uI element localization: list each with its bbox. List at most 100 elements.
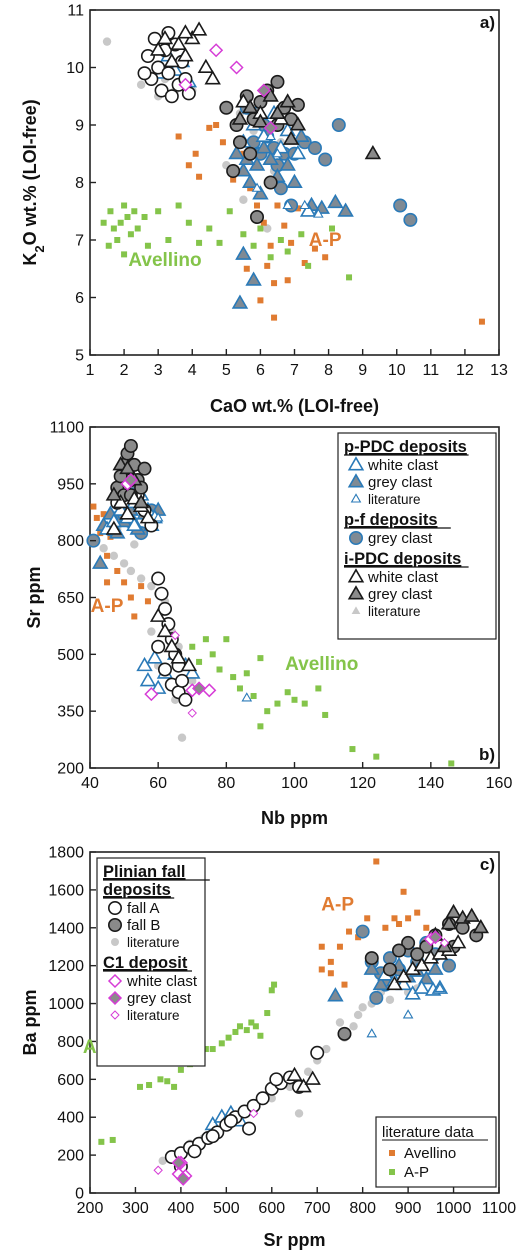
x-tick-label: 3 <box>154 362 163 379</box>
point-avellino_orange-14 <box>318 966 325 973</box>
y-axis-label: Ba ppm <box>20 989 40 1055</box>
legend-box <box>96 857 206 1067</box>
point-pdc_grey_clast-15 <box>231 294 249 309</box>
legend-marker <box>389 1169 395 1175</box>
x-tick-label: 140 <box>417 775 444 792</box>
point-pdc_lit_blue-1 <box>272 148 283 158</box>
x-tick-label: 2 <box>120 362 129 379</box>
point-ap_green-5 <box>164 1078 171 1085</box>
point-ap_green-13 <box>165 237 172 243</box>
y-tick-label: 1200 <box>48 958 84 975</box>
point-c1_lit-2 <box>439 938 450 948</box>
point-ap_green-18 <box>252 1023 259 1030</box>
x-tick-label: 11 <box>423 362 440 379</box>
x-tick-label: 8 <box>324 362 333 379</box>
point-ap_green-1 <box>107 208 114 215</box>
point-avellino_orange-0 <box>185 162 192 169</box>
point-avellino_orange-4 <box>219 139 226 146</box>
point-ap_green-17 <box>248 1019 255 1026</box>
point-pdc_white_clast-11 <box>289 144 307 160</box>
point-fall_b_grey-15 <box>243 146 258 161</box>
point-pdc_i_white-9 <box>170 649 187 664</box>
point-ap_green-0 <box>100 219 107 226</box>
point-avellino_orange-9 <box>400 888 407 895</box>
legend-marker <box>351 606 361 614</box>
chart-b: 40 60 80 100 120 140 160 200 350 500 650 800 950 1100… <box>24 420 512 829</box>
point-lit_grey-18 <box>385 995 395 1004</box>
chart-c: 200 300 400 500 600 700 800 900 1000 110002004006… <box>20 845 516 1251</box>
point-ap_green-15 <box>236 1023 243 1030</box>
point-fall_a_white-15 <box>310 1045 325 1060</box>
x-tick-label: 9 <box>358 362 367 379</box>
point-ap_green-8 <box>243 670 250 677</box>
point-pf_grey-9 <box>307 141 322 156</box>
x-tick-label: 1000 <box>436 1200 472 1217</box>
point-pdc_i_white-3 <box>170 35 187 50</box>
point-lit_grey-5 <box>147 581 156 591</box>
panel-label: a) <box>480 13 495 32</box>
point-c1_lit-0 <box>187 708 197 718</box>
point-avellino_orange-4 <box>104 552 111 559</box>
y-tick-label: 400 <box>57 1110 84 1127</box>
point-pdc_i_white-7 <box>197 58 215 73</box>
point-ap_green-9 <box>250 693 257 700</box>
y-tick-label: 1100 <box>50 420 85 437</box>
point-lit_grey-22 <box>353 1010 363 1020</box>
point-fall_b_grey-2 <box>382 962 397 977</box>
point-ap_green-20 <box>448 760 455 767</box>
legend-marker <box>350 493 362 503</box>
point-avellino_orange-23 <box>284 277 291 284</box>
axis-ticks: 40 60 80 100 120 140 160 200 350 500 650 800 950 1100 <box>50 420 513 793</box>
point-ap_green-14 <box>232 1028 239 1035</box>
point-fall_a_white-7 <box>154 586 169 601</box>
point-fall_b_grey-8 <box>137 461 152 476</box>
point-fall_a_white-16 <box>178 692 193 707</box>
x-tick-label: 13 <box>490 362 508 379</box>
point-ap_green-4 <box>157 1076 164 1083</box>
y-tick-label: 1000 <box>48 996 84 1013</box>
point-ap_green-1 <box>109 1136 116 1143</box>
point-fall_a_white-0 <box>140 48 155 63</box>
point-fall_a_white-21 <box>269 1072 284 1087</box>
point-avellino_orange-12 <box>423 924 430 931</box>
annotation-avellino: Avellino <box>285 654 358 675</box>
y-tick-label: 200 <box>57 1148 84 1165</box>
point-ap_green-11 <box>264 708 271 715</box>
point-avellino_orange-1 <box>93 514 100 521</box>
legend-marker <box>347 473 365 488</box>
point-pdc_i_grey-6 <box>289 116 307 131</box>
point-pdc_i_white-8 <box>204 70 221 85</box>
point-c1_lit-0 <box>153 1165 163 1175</box>
legend-group-title: deposits <box>103 881 171 899</box>
x-tick-label: 800 <box>349 1200 376 1217</box>
point-ap_green-6 <box>171 1083 178 1090</box>
point-pdc_white_clast-12 <box>299 202 317 217</box>
legend-group-title: Plinian fall <box>103 863 186 881</box>
point-avellino_orange-6 <box>373 858 380 865</box>
point-fall_b_grey-13 <box>250 210 265 225</box>
legend-label: grey clast <box>368 530 433 547</box>
point-avellino_orange-11 <box>274 202 281 209</box>
point-pdc_i_grey-3 <box>262 87 279 102</box>
point-avellino_orange-3 <box>100 511 107 518</box>
point-avellino_orange-5 <box>230 176 237 183</box>
point-lit_grey-0 <box>102 37 112 46</box>
y-tick-label: 600 <box>57 1072 84 1089</box>
point-pdc_lit_blue-5 <box>251 182 263 192</box>
y-tick-label: 1400 <box>48 920 84 937</box>
point-pdc_lit_blue-2 <box>434 982 446 992</box>
point-pdc_i_white-2 <box>304 1070 321 1085</box>
point-avellino_orange-8 <box>391 915 398 922</box>
panel-label: c) <box>480 855 495 874</box>
point-pdc_i_white-4 <box>395 968 412 983</box>
point-avellino_orange-10 <box>138 583 145 590</box>
legend-marker <box>107 973 123 989</box>
point-avellino_orange-12 <box>281 222 288 229</box>
annotation-ap: A-P <box>309 230 342 251</box>
legend-marker <box>107 990 123 1006</box>
point-avellino_orange-20 <box>257 297 264 304</box>
point-pdc_i_white-0 <box>286 1066 303 1082</box>
legend-label: grey clast <box>368 586 433 603</box>
point-lit_grey-23 <box>335 1018 345 1027</box>
